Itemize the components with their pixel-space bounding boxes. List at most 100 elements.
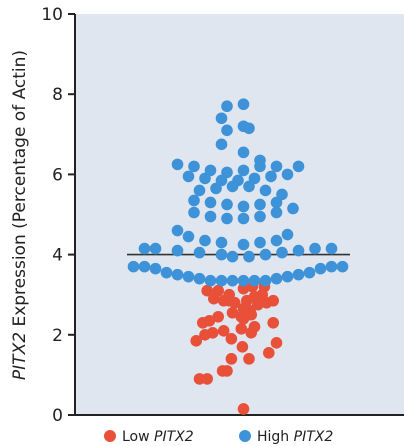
data-point bbox=[248, 274, 261, 287]
data-point bbox=[235, 322, 248, 335]
data-point bbox=[259, 248, 272, 261]
data-point bbox=[281, 228, 294, 241]
data-point bbox=[221, 124, 233, 137]
data-point bbox=[226, 250, 239, 263]
data-point bbox=[204, 210, 217, 223]
data-point bbox=[223, 288, 235, 301]
data-point bbox=[237, 120, 250, 133]
data-point bbox=[245, 308, 257, 321]
legend-label-plain: High bbox=[257, 429, 294, 445]
legend-label-high: High PITX2 bbox=[257, 429, 333, 445]
data-point bbox=[254, 154, 266, 167]
data-point bbox=[193, 246, 206, 259]
data-point bbox=[193, 184, 206, 197]
data-point bbox=[193, 272, 206, 285]
data-point bbox=[276, 246, 288, 259]
y-axis-label-rest: Expression (Percentage of Actin) bbox=[10, 50, 30, 332]
data-point bbox=[206, 326, 219, 339]
data-point bbox=[226, 306, 239, 319]
data-point bbox=[237, 146, 250, 159]
data-point bbox=[270, 160, 283, 173]
data-point bbox=[188, 194, 200, 207]
data-point bbox=[281, 270, 294, 283]
data-point bbox=[182, 230, 195, 243]
legend-swatch-high bbox=[239, 430, 251, 442]
data-point bbox=[212, 284, 224, 297]
data-point bbox=[203, 314, 216, 327]
data-point bbox=[243, 250, 255, 263]
data-point bbox=[254, 198, 266, 211]
y-axis-label: PITX2 Expression (Percentage of Actin) bbox=[10, 50, 30, 380]
data-point bbox=[232, 174, 244, 187]
data-point bbox=[226, 274, 239, 287]
data-point bbox=[212, 310, 224, 323]
data-point bbox=[171, 224, 184, 237]
data-point bbox=[204, 164, 217, 177]
data-point bbox=[225, 353, 238, 365]
data-point bbox=[215, 236, 228, 249]
data-point bbox=[236, 341, 249, 353]
data-point bbox=[215, 274, 228, 287]
data-point bbox=[270, 337, 283, 349]
data-point bbox=[171, 244, 184, 257]
data-point bbox=[221, 198, 233, 211]
data-point bbox=[171, 158, 184, 171]
data-point bbox=[325, 260, 338, 273]
data-point bbox=[270, 272, 283, 285]
data-point bbox=[190, 335, 202, 347]
data-point bbox=[267, 294, 280, 307]
data-point bbox=[127, 260, 140, 273]
data-point bbox=[215, 248, 228, 261]
data-point bbox=[221, 166, 233, 179]
legend: Low PITX2 High PITX2 bbox=[104, 429, 333, 445]
y-axis-label-italic: PITX2 bbox=[10, 332, 30, 380]
data-point bbox=[138, 260, 151, 273]
legend-label-italic: PITX2 bbox=[294, 429, 334, 445]
data-point bbox=[292, 244, 305, 257]
data-point bbox=[237, 212, 250, 225]
series-high-pitx2 bbox=[127, 98, 349, 287]
data-point bbox=[237, 98, 250, 111]
data-point bbox=[182, 270, 195, 283]
data-point bbox=[281, 168, 294, 181]
y-tick-label: 6 bbox=[52, 165, 63, 185]
data-point bbox=[182, 170, 195, 183]
data-point bbox=[292, 160, 305, 173]
y-tick-label: 0 bbox=[52, 406, 63, 426]
data-points bbox=[127, 98, 349, 415]
data-point bbox=[245, 326, 257, 339]
data-point bbox=[325, 242, 338, 255]
data-point bbox=[216, 365, 229, 377]
y-tick-label: 2 bbox=[52, 326, 63, 346]
data-point bbox=[254, 210, 266, 223]
data-point bbox=[235, 310, 248, 323]
legend-label-plain: Low bbox=[122, 429, 154, 445]
data-point bbox=[221, 212, 233, 225]
data-point bbox=[270, 206, 283, 219]
data-point bbox=[201, 284, 213, 297]
data-point bbox=[217, 324, 230, 337]
data-point bbox=[336, 260, 349, 273]
data-point bbox=[259, 274, 272, 287]
data-point bbox=[254, 236, 266, 249]
data-point bbox=[215, 138, 228, 151]
y-axis-ticks: 0 2 4 6 8 10 bbox=[41, 5, 75, 426]
data-point bbox=[188, 160, 200, 173]
data-point bbox=[303, 266, 316, 279]
data-point bbox=[237, 200, 250, 213]
data-point bbox=[243, 353, 255, 365]
data-point bbox=[248, 172, 261, 185]
data-point bbox=[309, 242, 321, 255]
data-point bbox=[215, 112, 228, 125]
data-point bbox=[237, 403, 250, 415]
data-point bbox=[267, 316, 280, 329]
data-point bbox=[221, 100, 233, 113]
data-point bbox=[292, 268, 305, 281]
data-point bbox=[160, 266, 173, 279]
data-point bbox=[237, 274, 250, 287]
data-point bbox=[265, 170, 277, 183]
data-point bbox=[204, 196, 217, 209]
data-point bbox=[199, 234, 211, 247]
data-point bbox=[270, 234, 283, 247]
